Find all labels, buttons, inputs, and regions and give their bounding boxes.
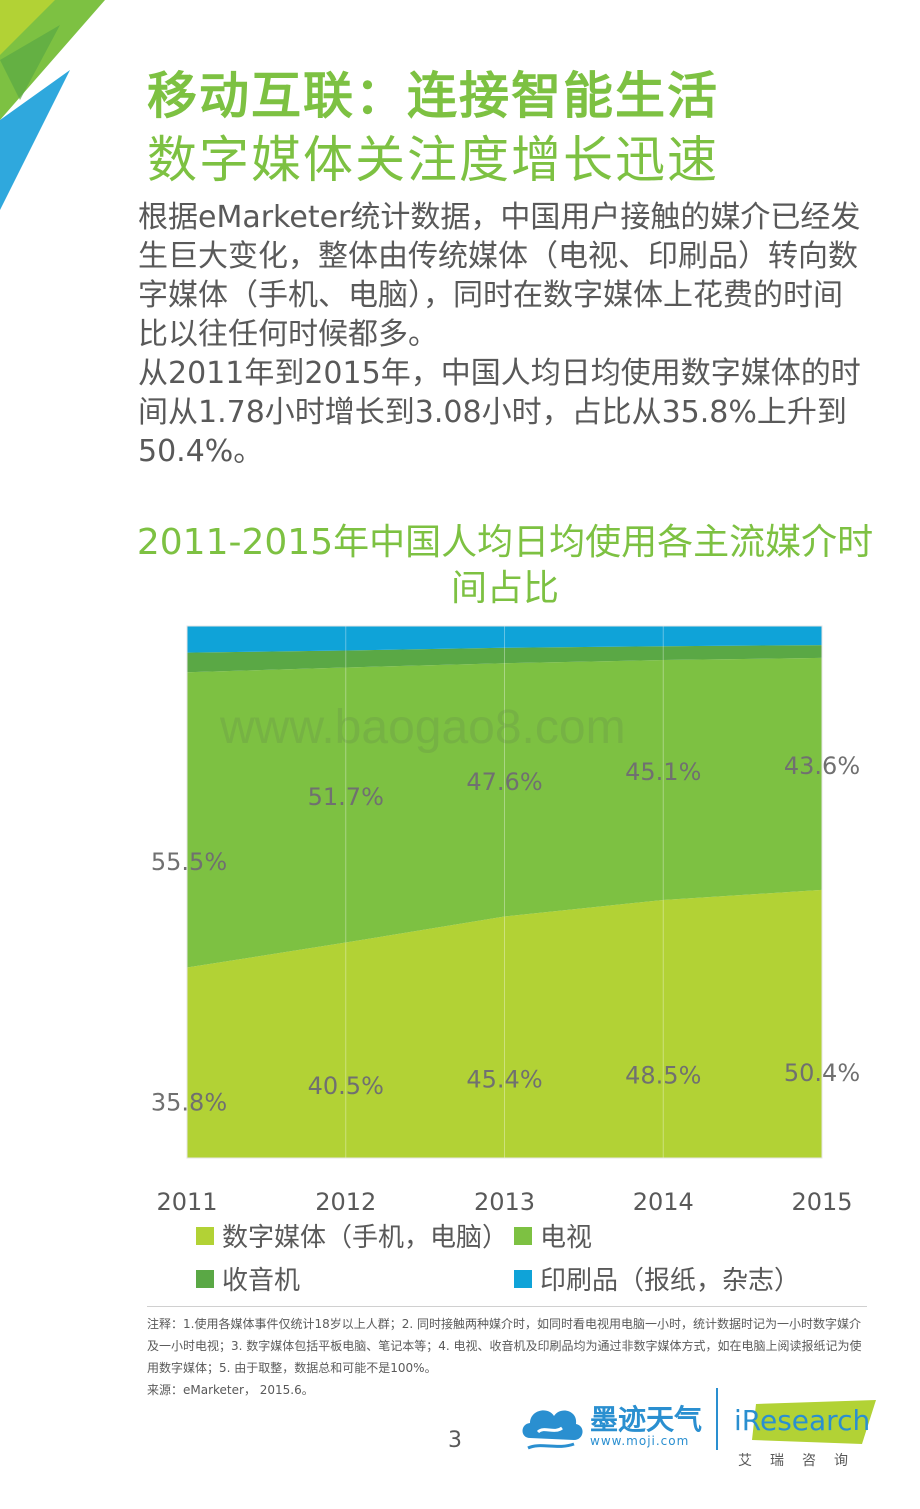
area-chart: 35.8% 40.5% 45.4% 48.5% 50.4% 55.5% 51.7% 47.6%… [151, 625, 860, 1216]
data-label-0-4: 50.4% [784, 1059, 860, 1087]
legend-swatch-radio [196, 1269, 214, 1288]
legend-swatch-digital [196, 1226, 214, 1245]
x-tick-label-2: 2013 [474, 1188, 535, 1216]
data-label-1-2: 47.6% [466, 768, 542, 796]
corner-decoration [0, 0, 105, 210]
series-area-2 [187, 645, 822, 673]
series-area-1 [187, 657, 822, 968]
source-text: 来源：eMarketer， 2015.6。 [147, 1383, 314, 1397]
series-area-0 [187, 889, 822, 1158]
page-number: 3 [448, 1428, 462, 1453]
logo-divider [716, 1388, 718, 1450]
legend-label-radio: 收音机 [222, 1266, 301, 1296]
x-tick-label-4: 2015 [791, 1188, 852, 1216]
page-title: 移动互联：连接智能生活 [147, 67, 719, 125]
data-label-0-3: 48.5% [625, 1061, 701, 1089]
cloud-logo-icon [522, 1410, 583, 1450]
legend-item-radio: 收音机 [196, 1260, 300, 1297]
x-tick-label-3: 2014 [633, 1188, 694, 1216]
iresearch-badge-icon [752, 1400, 876, 1444]
legend-swatch-print [514, 1269, 532, 1288]
x-tick-label-0: 2011 [156, 1188, 217, 1216]
legend-item-print: 印刷品（报纸，杂志） [514, 1260, 800, 1297]
page-subtitle: 数字媒体关注度增长迅速 [147, 131, 719, 189]
moji-url: www.moji.com [590, 1434, 690, 1448]
footnote-text: 注释：1.使用各媒体事件仅统计18岁以上人群；2. 同时接触两种媒介时，如同时看… [147, 1317, 862, 1375]
chart-title: 2011-2015年中国人均日均使用各主流媒介时间占比 [136, 522, 874, 609]
legend-label-tv: 电视 [540, 1223, 593, 1253]
footnotes: 注释：1.使用各媒体事件仅统计18岁以上人群；2. 同时接触两种媒介时，如同时看… [147, 1306, 867, 1401]
body-paragraph-2: 从2011年到2015年，中国人均日均使用数字媒体的时间从1.78小时增长到3.… [138, 356, 861, 469]
iresearch-logo: iResearch [734, 1404, 871, 1437]
legend-label-print: 印刷品（报纸，杂志） [540, 1266, 801, 1296]
watermark: www.baogao8.com [220, 701, 626, 754]
data-label-1-3: 45.1% [625, 758, 701, 786]
legend-item-tv: 电视 [514, 1217, 592, 1254]
body-paragraph-1: 根据eMarketer统计数据，中国用户接触的媒介已经发生巨大变化，整体由传统媒… [138, 200, 861, 352]
data-label-0-2: 45.4% [466, 1066, 542, 1094]
iresearch-cn-name: 艾瑞咨询 [738, 1453, 866, 1469]
legend-swatch-tv [514, 1226, 532, 1245]
data-label-1-1: 51.7% [308, 783, 384, 811]
legend-label-digital: 数字媒体（手机，电脑） [222, 1223, 509, 1253]
x-tick-label-1: 2012 [315, 1188, 376, 1216]
data-label-1-0: 55.5% [151, 848, 227, 876]
legend-item-digital: 数字媒体（手机，电脑） [196, 1217, 508, 1254]
moji-brand-name: 墨迹天气 [590, 1403, 703, 1436]
data-label-1-4: 43.6% [784, 752, 860, 780]
series-area-3 [187, 626, 822, 653]
body-text: 根据eMarketer统计数据，中国用户接触的媒介已经发生巨大变化，整体由传统媒… [138, 198, 868, 471]
data-label-0-1: 40.5% [308, 1072, 384, 1100]
data-label-0-0: 35.8% [151, 1088, 227, 1116]
plot-border [186, 625, 823, 1159]
